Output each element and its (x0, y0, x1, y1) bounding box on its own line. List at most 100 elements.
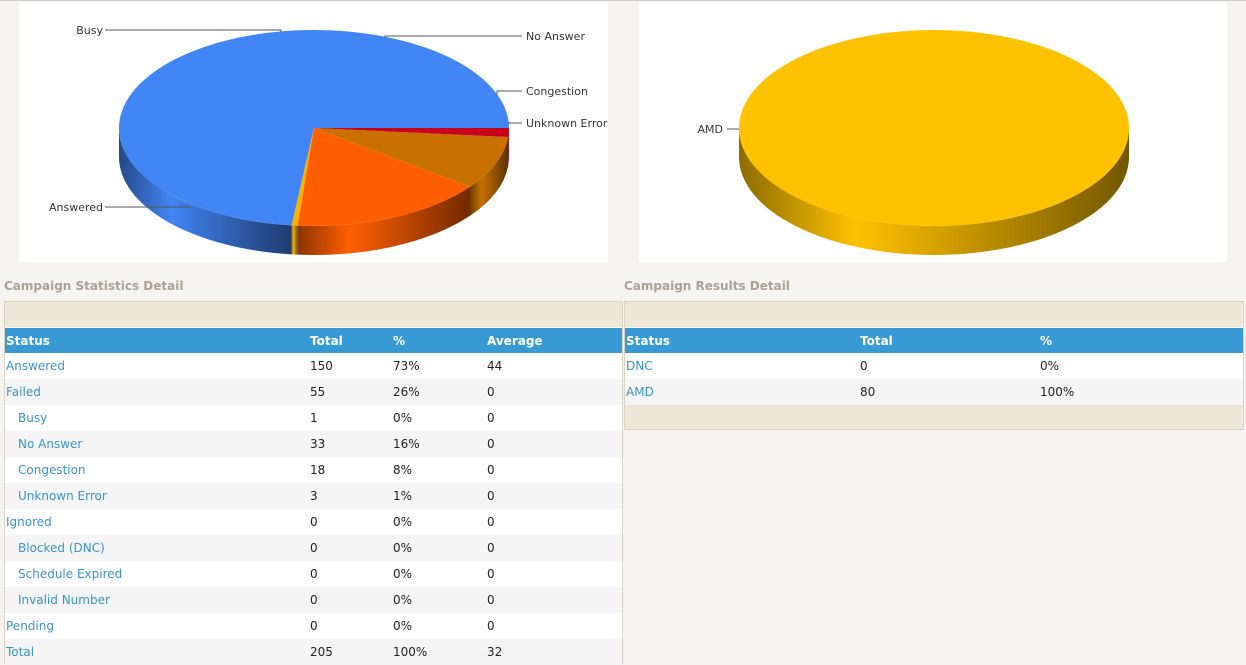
table-row: Congestion 18 8% 0 (5, 457, 622, 483)
leader-line-busy (105, 29, 282, 32)
percent-cell: 16% (392, 431, 486, 457)
average-cell: 0 (486, 587, 622, 613)
status-link[interactable]: Failed (5, 379, 309, 405)
pie-label-answered: Answered (49, 201, 103, 214)
percent-cell: 8% (392, 457, 486, 483)
results-header-row: Status Total % (625, 328, 1243, 353)
campaign-results-pie-chart: AMD (639, 2, 1227, 262)
pie-slice-answered (119, 30, 509, 226)
percent-cell: 1% (392, 483, 486, 509)
average-cell: 0 (486, 509, 622, 535)
status-link[interactable]: Total (5, 639, 309, 665)
average-cell: 0 (486, 483, 622, 509)
campaign-results-title: Campaign Results Detail (624, 279, 790, 293)
table-row: Pending 0 0% 0 (5, 613, 622, 639)
total-cell: 0 (309, 561, 392, 587)
column-header-total: Total (859, 328, 1039, 353)
leader-line-unknown-error (508, 122, 522, 124)
status-link[interactable]: No Answer (5, 431, 309, 457)
pie-side-unknown-error (508, 128, 509, 166)
pie-side-answered (119, 128, 292, 255)
percent-cell: 100% (392, 639, 486, 665)
campaign-results-table: Status Total % DNC 0 0% AMD 80 100% (625, 328, 1243, 405)
total-cell: 150 (309, 353, 392, 379)
total-cell: 0 (859, 353, 1039, 379)
status-link[interactable]: Answered (5, 353, 309, 379)
pie-label-congestion: Congestion (526, 85, 588, 98)
table-row: Ignored 0 0% 0 (5, 509, 622, 535)
pie-label-no-answer: No Answer (526, 30, 585, 43)
pie-side-busy (291, 225, 298, 255)
pie-side-no-answer (297, 186, 470, 255)
total-cell: 0 (309, 509, 392, 535)
total-cell: 0 (309, 587, 392, 613)
total-cell: 33 (309, 431, 392, 457)
percent-cell: 0% (392, 613, 486, 639)
pie-slice-no-answer (297, 128, 470, 227)
table-row: Unknown Error 3 1% 0 (5, 483, 622, 509)
percent-cell: 73% (392, 353, 486, 379)
pie-slice-amd (739, 30, 1129, 226)
percent-cell: 0% (392, 587, 486, 613)
status-link[interactable]: Busy (5, 405, 309, 431)
table-row: AMD 80 100% (625, 379, 1243, 405)
campaign-statistics-table: Status Total % Average Answered 150 73% 44 F… (5, 328, 622, 665)
status-link[interactable]: Blocked (DNC) (5, 535, 309, 561)
total-cell: 1 (309, 405, 392, 431)
percent-cell: 0% (392, 509, 486, 535)
total-cell: 18 (309, 457, 392, 483)
leader-line-congestion (496, 90, 522, 94)
status-link[interactable]: Pending (5, 613, 309, 639)
column-header-percent: % (392, 328, 486, 353)
average-cell: 0 (486, 561, 622, 587)
total-cell: 0 (309, 613, 392, 639)
pie-side-congestion (469, 136, 509, 216)
pie-slice-unknown-error (314, 128, 509, 137)
table-row: Blocked (DNC) 0 0% 0 (5, 535, 622, 561)
average-cell: 0 (486, 613, 622, 639)
table-row: Failed 55 26% 0 (5, 379, 622, 405)
table-row: Busy 1 0% 0 (5, 405, 622, 431)
total-cell: 205 (309, 639, 392, 665)
status-link[interactable]: Unknown Error (5, 483, 309, 509)
statistics-header-row: Status Total % Average (5, 328, 622, 353)
percent-cell: 26% (392, 379, 486, 405)
pie-label-unknown-error: Unknown Error (526, 117, 608, 130)
campaign-statistics-panel: Status Total % Average Answered 150 73% 44 F… (4, 301, 623, 665)
percent-cell: 0% (392, 405, 486, 431)
statistics-panel-caption (5, 302, 622, 328)
pie-side-amd (739, 128, 1129, 255)
status-link[interactable]: Ignored (5, 509, 309, 535)
table-row: Total 205 100% 32 (5, 639, 622, 665)
pie-slice-congestion (314, 128, 509, 187)
total-cell: 55 (309, 379, 392, 405)
results-table-body: DNC 0 0% AMD 80 100% (625, 353, 1243, 405)
average-cell: 0 (486, 457, 622, 483)
top-border (0, 0, 1246, 1)
table-row: Answered 150 73% 44 (5, 353, 622, 379)
campaign-statistics-pie-chart: Answered Busy No Answer Congestion Unknown E… (19, 2, 608, 262)
table-row: Invalid Number 0 0% 0 (5, 587, 622, 613)
column-header-percent: % (1039, 328, 1243, 353)
campaign-results-panel: Status Total % DNC 0 0% AMD 80 100% (624, 301, 1244, 430)
pie-slice-busy (291, 128, 314, 226)
statistics-pie-svg: Answered Busy No Answer Congestion Unknown E… (49, 24, 608, 255)
table-row: DNC 0 0% (625, 353, 1243, 379)
campaign-statistics-title: Campaign Statistics Detail (4, 279, 184, 293)
status-link[interactable]: Schedule Expired (5, 561, 309, 587)
status-link[interactable]: Invalid Number (5, 587, 309, 613)
leader-line-no-answer (384, 35, 522, 38)
average-cell: 0 (486, 405, 622, 431)
results-panel-caption (625, 302, 1243, 328)
statistics-table-body: Answered 150 73% 44 Failed 55 26% 0 Busy 1 0% 0 No A… (5, 353, 622, 665)
average-cell: 0 (486, 379, 622, 405)
average-cell: 0 (486, 431, 622, 457)
column-header-total: Total (309, 328, 392, 353)
column-header-status: Status (625, 328, 859, 353)
status-link[interactable]: Congestion (5, 457, 309, 483)
status-link[interactable]: AMD (625, 379, 859, 405)
pie-label-busy: Busy (76, 24, 103, 37)
percent-cell: 100% (1039, 379, 1243, 405)
status-link[interactable]: DNC (625, 353, 859, 379)
table-row: No Answer 33 16% 0 (5, 431, 622, 457)
